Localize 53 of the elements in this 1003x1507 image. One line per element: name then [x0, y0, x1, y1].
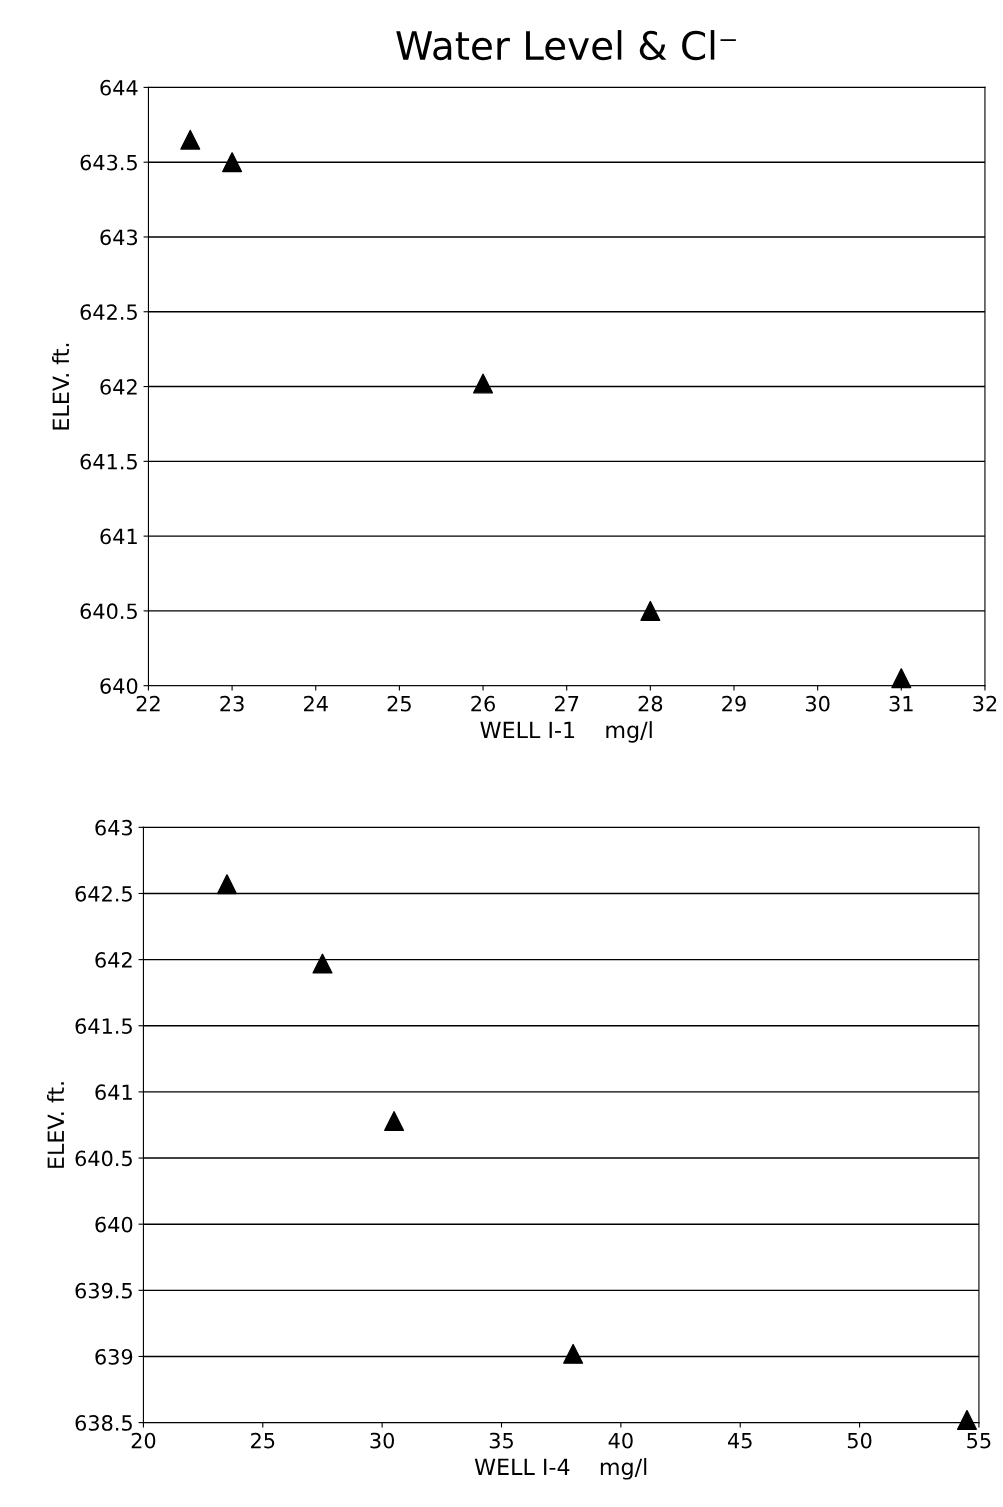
x-tick-label: 23: [220, 695, 244, 712]
point: [216, 874, 237, 895]
y-tick-label: 643: [100, 229, 138, 246]
y-tick-label: 642: [100, 379, 137, 395]
y-tick-label: 642: [95, 952, 132, 968]
point: [180, 129, 201, 150]
x-tick-label: 35: [489, 1432, 513, 1449]
y-tick-label: 641: [100, 528, 137, 545]
y-axis-title: ELEV. ft.: [47, 1082, 64, 1168]
point: [473, 373, 494, 394]
chart-title: Water Level & Cl⁻: [396, 30, 736, 61]
x-tick-label: 40: [608, 1432, 633, 1449]
x-tick-label: 32: [973, 695, 997, 712]
x-tick-label: 30: [805, 695, 830, 712]
x-tick-label: 45: [727, 1432, 752, 1449]
y-tick-label: 644: [100, 79, 138, 96]
point: [891, 668, 912, 689]
point: [222, 152, 243, 173]
x-axis-title: WELL I-4 mg/l: [474, 1458, 647, 1480]
point: [956, 1409, 978, 1430]
x-tick-label: 24: [304, 695, 328, 712]
y-tick-label: 640.5: [75, 1150, 132, 1167]
y-tick-label: 642.5: [80, 304, 137, 320]
y-tick-label: 640.5: [80, 603, 137, 620]
y-tick-label: 643: [95, 819, 133, 836]
x-axis-title: WELL I-1 mg/l: [480, 721, 652, 743]
x-tick-label: 28: [638, 695, 663, 712]
x-tick-label: 25: [387, 695, 411, 712]
y-tick-label: 641.5: [75, 1018, 132, 1034]
y-tick-label: 638.5: [75, 1415, 132, 1431]
point: [384, 1110, 405, 1132]
y-tick-label: 640: [100, 678, 138, 694]
point: [563, 1343, 584, 1364]
x-tick-label: 55: [967, 1432, 991, 1449]
x-tick-label: 27: [554, 695, 579, 712]
x-tick-label: 26: [471, 695, 495, 712]
y-tick-label: 640: [95, 1216, 133, 1233]
x-tick-label: 22: [136, 695, 160, 712]
x-tick-label: 20: [131, 1432, 156, 1449]
x-tick-label: 29: [722, 695, 746, 712]
y-tick-label: 639.5: [75, 1282, 132, 1299]
y-tick-label: 641: [95, 1084, 132, 1101]
x-tick-label: 25: [251, 1432, 275, 1449]
point: [640, 600, 661, 621]
y-tick-label: 639: [95, 1348, 133, 1365]
y-tick-label: 641.5: [80, 453, 137, 470]
y-axis-title: ELEV. ft.: [52, 343, 69, 430]
y-tick-label: 643.5: [80, 154, 137, 171]
x-tick-label: 31: [889, 695, 913, 712]
y-tick-label: 642.5: [75, 885, 132, 902]
x-tick-label: 30: [370, 1432, 395, 1449]
point: [312, 953, 333, 974]
x-tick-label: 50: [847, 1432, 872, 1449]
